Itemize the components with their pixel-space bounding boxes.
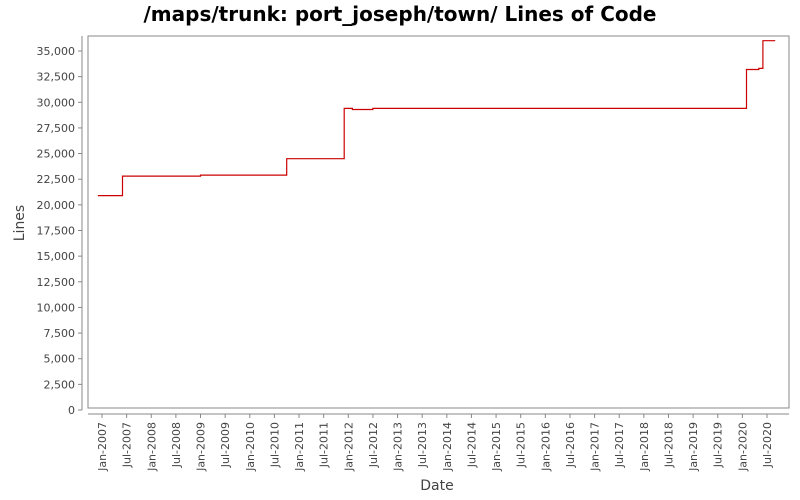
x-tick-label: Jan-2008 [145,422,158,472]
x-tick-label: Jan-2019 [687,422,700,472]
x-tick-label: Jul-2012 [367,422,380,468]
lines-of-code-series [97,40,776,197]
x-tick-label: Jul-2008 [170,422,183,468]
x-tick-label: Jul-2011 [318,422,331,468]
x-tick-label: Jan-2013 [392,422,405,472]
plot-area [87,35,790,409]
x-tick-label: Jul-2013 [416,422,429,468]
chart-title: /maps/trunk: port_joseph/town/ Lines of … [143,2,657,26]
y-tick-label: 7,500 [44,327,76,340]
x-tick-label: Jan-2020 [736,422,749,472]
x-tick-label: Jul-2020 [761,422,774,468]
y-tick-label: 10,000 [37,301,76,314]
x-tick-label: Jul-2015 [515,422,528,468]
x-tick-label: Jan-2009 [195,422,208,472]
y-tick-label: 15,000 [37,250,76,263]
x-tick-label: Jul-2017 [613,422,626,468]
y-tick-label: 32,500 [37,71,76,84]
y-tick-labels: 0 2,500 5,000 7,500 10,000 12,500 15,000 17,500… [37,45,82,417]
y-axis-label: Lines [12,205,28,241]
y-tick-label: 2,500 [44,378,76,391]
x-tick-label: Jul-2014 [465,422,478,468]
x-tick-label: Jul-2010 [268,422,281,468]
x-tick-label: Jul-2018 [662,422,675,468]
y-tick-label: 22,500 [37,173,76,186]
x-tick-labels: Jan-2007 Jul-2007 Jan-2008 Jul-2008 Jan-2009… [96,414,774,472]
y-tick-label: 35,000 [37,45,76,58]
x-tick-label: Jan-2011 [293,422,306,472]
x-tick-label: Jan-2012 [342,422,355,472]
x-tick-label: Jan-2007 [96,422,109,472]
x-tick-label: Jan-2015 [490,422,503,472]
y-tick-label: 20,000 [37,199,76,212]
x-tick-label: Jul-2007 [121,422,134,468]
x-tick-label: Jul-2019 [712,422,725,468]
x-tick-label: Jan-2010 [244,422,257,472]
y-tick-label: 30,000 [37,96,76,109]
x-tick-label: Jan-2017 [589,422,602,472]
x-tick-label: Jan-2016 [539,422,552,472]
y-tick-label: 5,000 [44,353,76,366]
y-tick-label: 27,500 [37,122,76,135]
x-tick-label: Jan-2018 [638,422,651,472]
y-tick-label: 17,500 [37,225,76,238]
y-tick-label: 12,500 [37,276,76,289]
x-tick-label: Jul-2009 [219,422,232,468]
x-tick-label: Jan-2014 [441,422,454,472]
x-axis-label: Date [420,478,453,494]
y-tick-label: 25,000 [37,148,76,161]
y-tick-label: 0 [68,404,75,417]
x-tick-label: Jul-2016 [564,422,577,468]
